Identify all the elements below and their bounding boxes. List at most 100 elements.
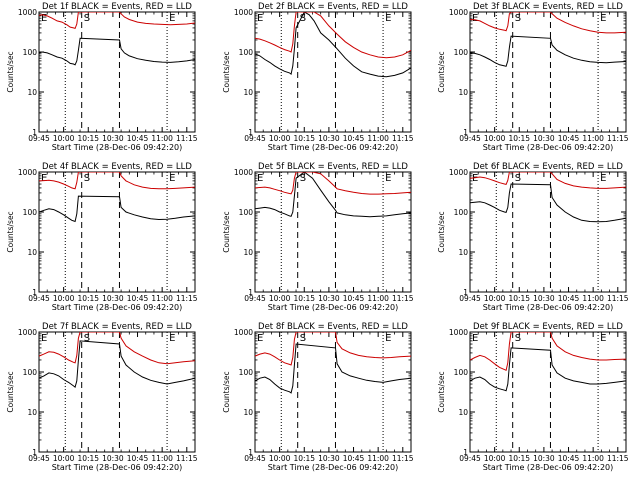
x-tick-label: 10:00 xyxy=(53,294,75,303)
axes-frame xyxy=(469,171,627,293)
lld-series-line xyxy=(470,172,626,189)
x-tick-label: 09:45 xyxy=(459,454,481,463)
panel-9: Det 9f BLACK = Events, RED = LLD 1 10 100 10… xyxy=(437,322,629,472)
y-tick-label: 10 xyxy=(458,88,468,97)
x-tick-label: 10:00 xyxy=(484,294,506,303)
y-tick-label: 10 xyxy=(458,248,468,257)
x-tick-label: 10:15 xyxy=(293,294,315,303)
interval-marker: E xyxy=(385,173,391,184)
x-axis-label: Start Time (28-Dec-06 09:42:20) xyxy=(483,463,614,472)
interval-marker: S xyxy=(300,333,306,344)
y-tick-label: 1 xyxy=(32,128,37,137)
lld-series-line xyxy=(255,332,411,366)
y-tick-label: 1000 xyxy=(18,328,37,337)
y-axis-label: Counts/sec xyxy=(6,371,15,412)
x-tick-label: 10:30 xyxy=(533,294,555,303)
x-tick-label: 09:45 xyxy=(459,134,481,143)
events-series-line xyxy=(470,183,626,223)
x-tick-label: 11:00 xyxy=(582,454,604,463)
interval-marker: E xyxy=(169,13,175,24)
y-axis-label: Counts/sec xyxy=(222,211,231,252)
y-tick-label: 100 xyxy=(23,48,38,57)
x-tick-label: 10:30 xyxy=(102,294,124,303)
panel-2: Det 2f BLACK = Events, RED = LLD 1 10 100 10… xyxy=(222,2,414,152)
panel-title: Det 7f BLACK = Events, RED = LLD xyxy=(42,322,192,332)
x-tick-label: 09:45 xyxy=(28,134,50,143)
interval-marker: E xyxy=(385,333,391,344)
x-tick-label: 11:15 xyxy=(392,294,414,303)
y-tick-label: 1000 xyxy=(234,8,253,17)
x-tick-label: 10:00 xyxy=(53,454,75,463)
x-tick-label: 11:00 xyxy=(367,134,389,143)
y-tick-label: 10 xyxy=(243,88,253,97)
x-tick-label: 10:30 xyxy=(318,134,340,143)
y-tick-label: 100 xyxy=(454,368,469,377)
interval-marker: E xyxy=(41,173,47,184)
axes-frame xyxy=(469,11,627,133)
x-tick-label: 10:15 xyxy=(293,454,315,463)
x-axis-label: Start Time (28-Dec-06 09:42:20) xyxy=(268,463,399,472)
events-series-line xyxy=(39,195,195,223)
x-tick-label: 10:15 xyxy=(77,294,99,303)
events-series-line xyxy=(470,347,626,392)
y-axis-label: Counts/sec xyxy=(222,51,231,92)
x-tick-label: 09:45 xyxy=(244,454,266,463)
x-tick-label: 11:15 xyxy=(607,134,629,143)
interval-marker: E xyxy=(600,13,606,24)
panel-8: Det 8f BLACK = Events, RED = LLD 1 10 100 10… xyxy=(222,322,414,472)
y-tick-label: 1 xyxy=(248,288,253,297)
panel-title: Det 2f BLACK = Events, RED = LLD xyxy=(258,2,408,12)
x-tick-label: 10:15 xyxy=(508,294,530,303)
y-tick-label: 100 xyxy=(23,208,38,217)
panel-4: Det 4f BLACK = Events, RED = LLD 1 10 100 10… xyxy=(6,162,198,312)
interval-marker: S xyxy=(300,173,306,184)
events-series-line xyxy=(255,12,411,78)
y-tick-label: 100 xyxy=(239,208,254,217)
x-tick-label: 11:15 xyxy=(176,134,198,143)
axes-frame xyxy=(38,11,196,133)
x-tick-label: 10:30 xyxy=(102,134,124,143)
axes-frame xyxy=(38,331,196,453)
x-tick-label: 10:15 xyxy=(77,134,99,143)
y-tick-label: 100 xyxy=(454,48,469,57)
panel-6: Det 6f BLACK = Events, RED = LLD 1 10 100 10… xyxy=(437,162,629,312)
y-tick-label: 10 xyxy=(243,248,253,257)
y-axis-label: Counts/sec xyxy=(222,371,231,412)
x-tick-label: 11:00 xyxy=(582,134,604,143)
panel-title: Det 9f BLACK = Events, RED = LLD xyxy=(473,322,623,332)
interval-marker: E xyxy=(600,333,606,344)
x-tick-label: 09:45 xyxy=(459,294,481,303)
interval-marker: E xyxy=(257,173,263,184)
x-tick-label: 10:30 xyxy=(533,454,555,463)
y-tick-label: 1000 xyxy=(234,168,253,177)
lld-series-line xyxy=(255,172,411,195)
events-series-line xyxy=(39,37,195,66)
y-tick-label: 100 xyxy=(239,48,254,57)
x-tick-label: 10:45 xyxy=(127,294,149,303)
panel-3: Det 3f BLACK = Events, RED = LLD 1 10 100 10… xyxy=(437,2,629,152)
panel-title: Det 5f BLACK = Events, RED = LLD xyxy=(258,162,408,172)
x-tick-label: 10:00 xyxy=(484,454,506,463)
x-tick-label: 11:00 xyxy=(582,294,604,303)
x-tick-label: 11:15 xyxy=(607,454,629,463)
x-tick-label: 11:15 xyxy=(176,454,198,463)
panel-1: Det 1f BLACK = Events, RED = LLD 1 10 100 10… xyxy=(6,2,198,152)
x-axis-label: Start Time (28-Dec-06 09:42:20) xyxy=(483,303,614,312)
x-tick-label: 10:45 xyxy=(127,454,149,463)
y-tick-label: 10 xyxy=(27,408,37,417)
events-series-line xyxy=(255,343,411,394)
x-tick-label: 11:00 xyxy=(151,294,173,303)
interval-marker: S xyxy=(300,13,306,24)
x-tick-label: 10:00 xyxy=(269,454,291,463)
x-tick-label: 10:15 xyxy=(508,134,530,143)
x-axis-label: Start Time (28-Dec-06 09:42:20) xyxy=(52,143,183,152)
x-tick-label: 10:15 xyxy=(508,454,530,463)
interval-marker: S xyxy=(515,173,521,184)
x-tick-label: 11:15 xyxy=(176,294,198,303)
interval-marker: E xyxy=(257,333,263,344)
x-tick-label: 10:30 xyxy=(533,134,555,143)
x-axis-label: Start Time (28-Dec-06 09:42:20) xyxy=(483,143,614,152)
interval-marker: E xyxy=(385,13,391,24)
y-tick-label: 1000 xyxy=(449,8,468,17)
